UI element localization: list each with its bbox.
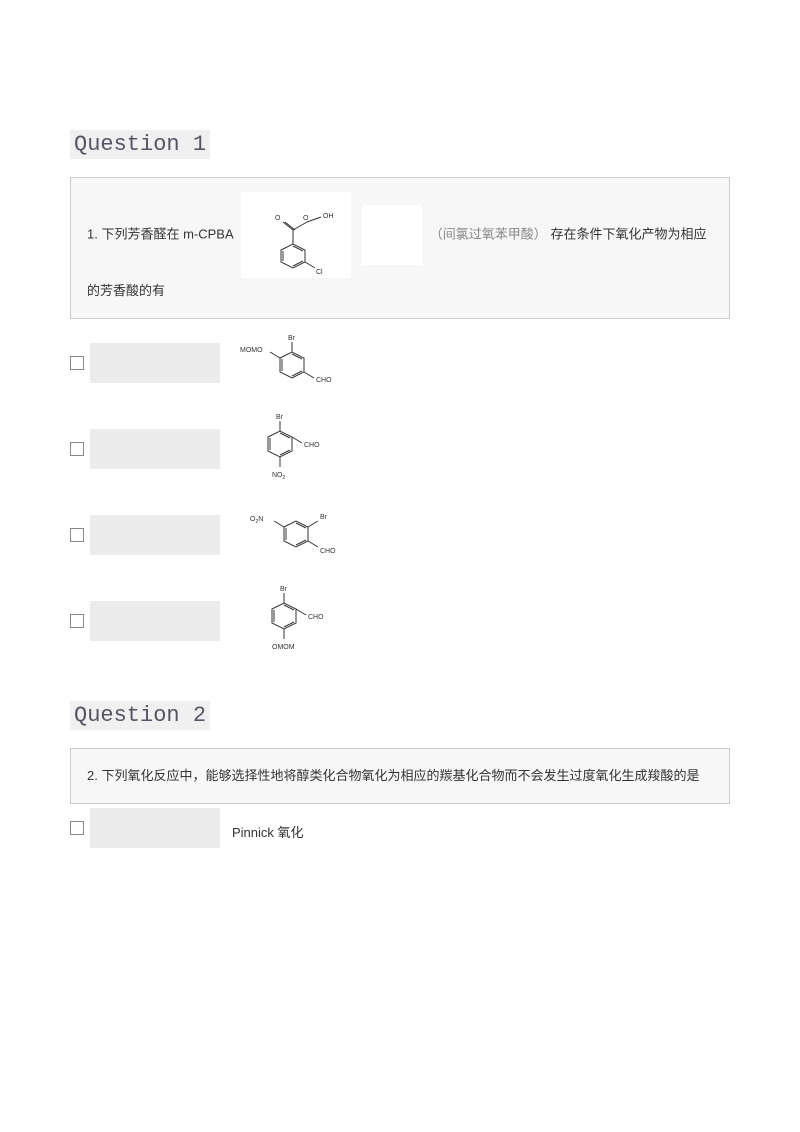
option-graybar — [90, 808, 220, 848]
label-cho: CHO — [320, 548, 336, 555]
label-o: O — [275, 215, 281, 222]
option-graybar — [90, 601, 220, 641]
question-2-stem: 2. 下列氧化反应中，能够选择性地将醇类化合物氧化为相应的羰基化合物而不会发生过… — [70, 748, 730, 804]
q2-option-a: Pinnick 氧化 — [70, 808, 730, 848]
q2-option-a-text: Pinnick 氧化 — [232, 822, 304, 841]
label-br: Br — [320, 514, 328, 521]
question-2-options: Pinnick 氧化 — [70, 808, 730, 848]
option-content: Br CHO NO2 — [220, 407, 730, 491]
label-cl: Cl — [316, 269, 323, 276]
label-momo: MOMO — [240, 347, 263, 354]
q1-option-a: MOMO Br CHO — [70, 323, 730, 403]
q2-stem-text: 2. 下列氧化反应中，能够选择性地将醇类化合物氧化为相应的羰基化合物而不会发生过… — [87, 768, 699, 783]
blank-box — [362, 205, 422, 265]
checkbox[interactable] — [70, 528, 84, 542]
label-omom: OMOM — [272, 644, 295, 651]
label-br: Br — [276, 414, 284, 421]
question-1-options: MOMO Br CHO — [70, 323, 730, 663]
label-cho: CHO — [316, 377, 332, 384]
label-o2n: O2N — [250, 516, 263, 525]
option-graybar — [90, 429, 220, 469]
label-o2: O — [303, 215, 309, 222]
checkbox[interactable] — [70, 614, 84, 628]
q1-option-b: Br CHO NO2 — [70, 407, 730, 491]
label-cho: CHO — [308, 614, 324, 621]
option-content: MOMO Br CHO — [220, 323, 730, 403]
label-cho: CHO — [304, 442, 320, 449]
checkbox[interactable] — [70, 442, 84, 456]
option-graybar — [90, 343, 220, 383]
question-1-title: Question 1 — [70, 130, 210, 159]
label-ooh: OH — [323, 213, 334, 220]
q1-stem-paren: （间氯过氧苯甲酸） — [430, 226, 547, 241]
label-br: Br — [288, 335, 296, 342]
option-graybar — [90, 515, 220, 555]
label-no2: NO2 — [272, 472, 286, 481]
checkbox[interactable] — [70, 356, 84, 370]
mcpba-structure: Cl O O OH — [241, 192, 351, 278]
question-2-title: Question 2 — [70, 701, 210, 730]
option-content: Pinnick 氧化 — [220, 810, 730, 846]
q1-option-c: O2N Br CHO — [70, 495, 730, 575]
option-content: O2N Br CHO — [220, 495, 730, 575]
q1-stem-before: 1. 下列芳香醛在 m-CPBA — [87, 226, 233, 241]
option-content: Br CHO OMOM — [220, 579, 730, 663]
question-1-stem: 1. 下列芳香醛在 m-CPBA — [70, 177, 730, 319]
checkbox[interactable] — [70, 821, 84, 835]
label-br: Br — [280, 586, 288, 593]
q1-option-d: Br CHO OMOM — [70, 579, 730, 663]
